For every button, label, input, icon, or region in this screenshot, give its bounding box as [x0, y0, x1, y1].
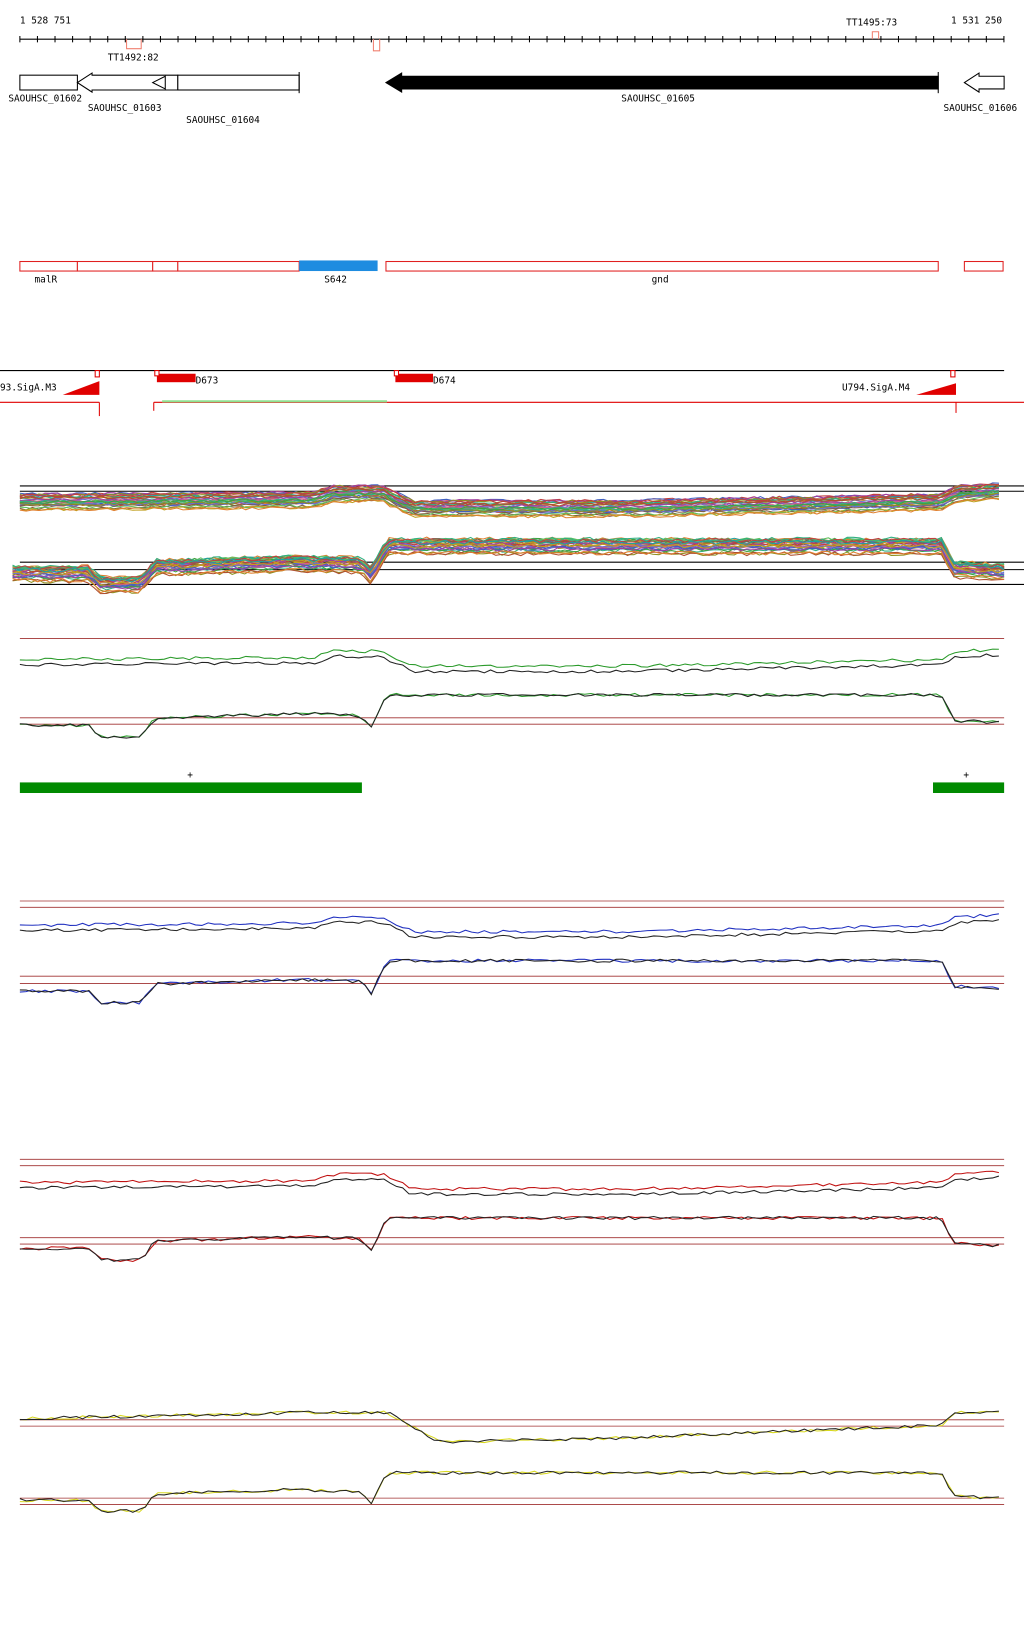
- ruler-end: 1 531 250: [951, 15, 1002, 26]
- profile-line: [19, 958, 999, 1005]
- profile-line: [19, 497, 999, 519]
- gene: [177, 74, 300, 91]
- gene-label: SAOUHSC_01606: [943, 103, 1017, 114]
- profile-line: [19, 1470, 999, 1513]
- segment: [933, 782, 1005, 794]
- promoter-tick: [393, 370, 400, 377]
- feature-label: gnd: [652, 275, 669, 286]
- profile-line: [19, 648, 999, 668]
- profile-line: [12, 537, 1005, 581]
- gene-label: SAOUHSC_01602: [8, 94, 82, 105]
- profile-line: [19, 1215, 999, 1263]
- promoter: [395, 373, 434, 383]
- promoter-label: 93.SigA.M3: [0, 383, 57, 394]
- promoter-label: D673: [196, 375, 219, 386]
- ruler: 1 528 751 1 531 250 TT1492:82 TT1495:73: [19, 15, 1005, 63]
- profile-line: [12, 547, 1005, 591]
- promoter: [62, 381, 100, 395]
- terminator-label: TT1495:73: [846, 17, 897, 28]
- terminator: [372, 39, 381, 52]
- gene: [19, 74, 78, 91]
- profile-line: [19, 493, 1000, 514]
- profile-line: [19, 1170, 1000, 1192]
- feature: [19, 260, 78, 272]
- promoter-label: U794.SigA.M4: [842, 383, 910, 394]
- gene-label: SAOUHSC_01605: [621, 94, 695, 105]
- profile-line: [19, 1410, 999, 1444]
- profile-line: [19, 487, 999, 509]
- profile-line: [19, 958, 1000, 1005]
- profile-line: [12, 543, 1005, 587]
- profile-line: [19, 1175, 1000, 1197]
- profile-line: [12, 539, 1005, 583]
- feature: [177, 260, 300, 272]
- segment-label: +: [187, 770, 193, 781]
- profile-line: [19, 1410, 999, 1444]
- profile-line: [19, 1470, 999, 1513]
- profile-line: [19, 653, 999, 674]
- feature-label: S642: [324, 275, 347, 286]
- profile-line: [12, 546, 1005, 590]
- profile-line: [19, 913, 999, 934]
- terminator-label: TT1492:82: [108, 52, 159, 63]
- gene-label: SAOUHSC_01603: [88, 103, 162, 114]
- feature-label: malR: [35, 275, 58, 286]
- profile-line: [12, 550, 1005, 594]
- genes: [19, 71, 1005, 94]
- ruler-ticks: [19, 35, 1005, 43]
- features: [19, 260, 1004, 272]
- promoter-tick: [154, 370, 160, 377]
- profile-line: [19, 692, 999, 739]
- promoter-tick: [94, 370, 100, 378]
- profile-line: [19, 692, 999, 739]
- profile-line: [19, 1215, 1000, 1262]
- promoters: [0, 370, 1024, 417]
- terminator: [871, 31, 880, 40]
- feature: [152, 260, 179, 272]
- gene-label: SAOUHSC_01604: [186, 115, 260, 126]
- promoter: [916, 383, 957, 395]
- gene: [963, 72, 1005, 94]
- terminator: [126, 39, 142, 50]
- feature: [299, 260, 378, 272]
- feature: [385, 260, 939, 272]
- feature: [963, 260, 1004, 272]
- profile-line: [12, 545, 1005, 588]
- profile-line: [19, 490, 1000, 511]
- promoter: [156, 373, 196, 383]
- profile-line: [19, 919, 1000, 939]
- profile-line: [19, 483, 999, 504]
- segment-label: +: [963, 770, 969, 781]
- gene: [151, 75, 166, 90]
- gene: [384, 72, 939, 94]
- ruler-start: 1 528 751: [20, 15, 71, 26]
- expression-tracks: [12, 482, 1024, 1513]
- profile-line: [12, 536, 1005, 580]
- feature: [76, 260, 154, 272]
- segment: [19, 782, 362, 794]
- promoter-tick: [950, 370, 956, 378]
- promoter-label: D674: [433, 375, 456, 386]
